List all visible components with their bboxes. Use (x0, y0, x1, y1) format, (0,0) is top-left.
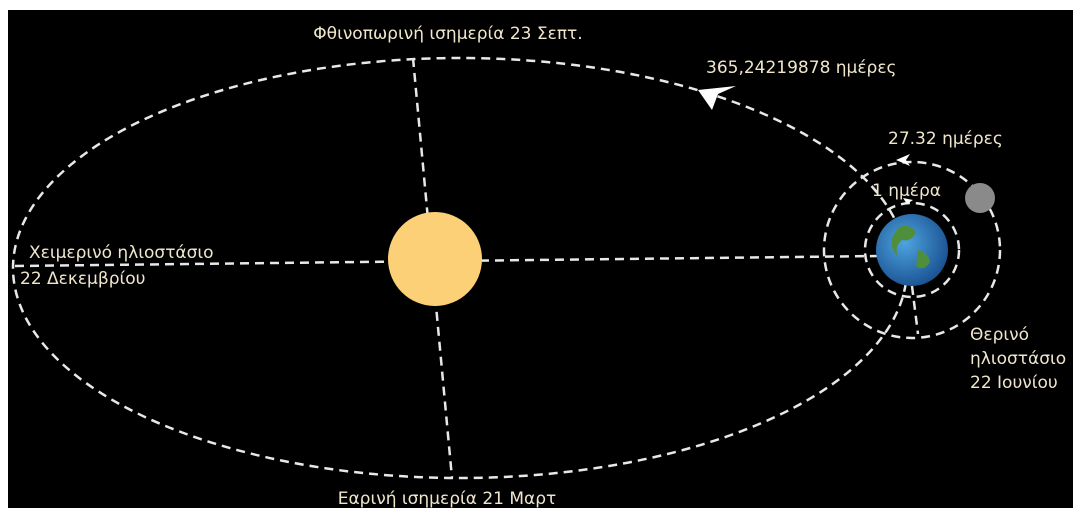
diagram: Φθινοπωρινή ισημερία 23 Σεπτ. 365,242198… (0, 0, 1081, 516)
autumn-label: Φθινοπωρινή ισημερία 23 Σεπτ. (313, 24, 582, 44)
earth (876, 214, 948, 286)
winter-date: 22 Δεκεμβρίου (20, 269, 146, 289)
month-label: 27.32 ημέρες (888, 129, 1003, 149)
summer-date: 22 Ιουνίου (970, 373, 1058, 393)
moon (965, 183, 995, 213)
winter-label: Χειμερινό ηλιοστάσιο (29, 243, 214, 263)
sun (388, 212, 482, 306)
summer-label: ηλιοστάσιο (970, 349, 1066, 369)
day-label: 1 ημέρα (872, 181, 941, 201)
year-label: 365,24219878 ημέρες (706, 58, 897, 78)
summer-label: Θερινό (970, 325, 1029, 345)
spring-label: Εαρινή ισημερία 21 Μαρτ (338, 489, 557, 509)
